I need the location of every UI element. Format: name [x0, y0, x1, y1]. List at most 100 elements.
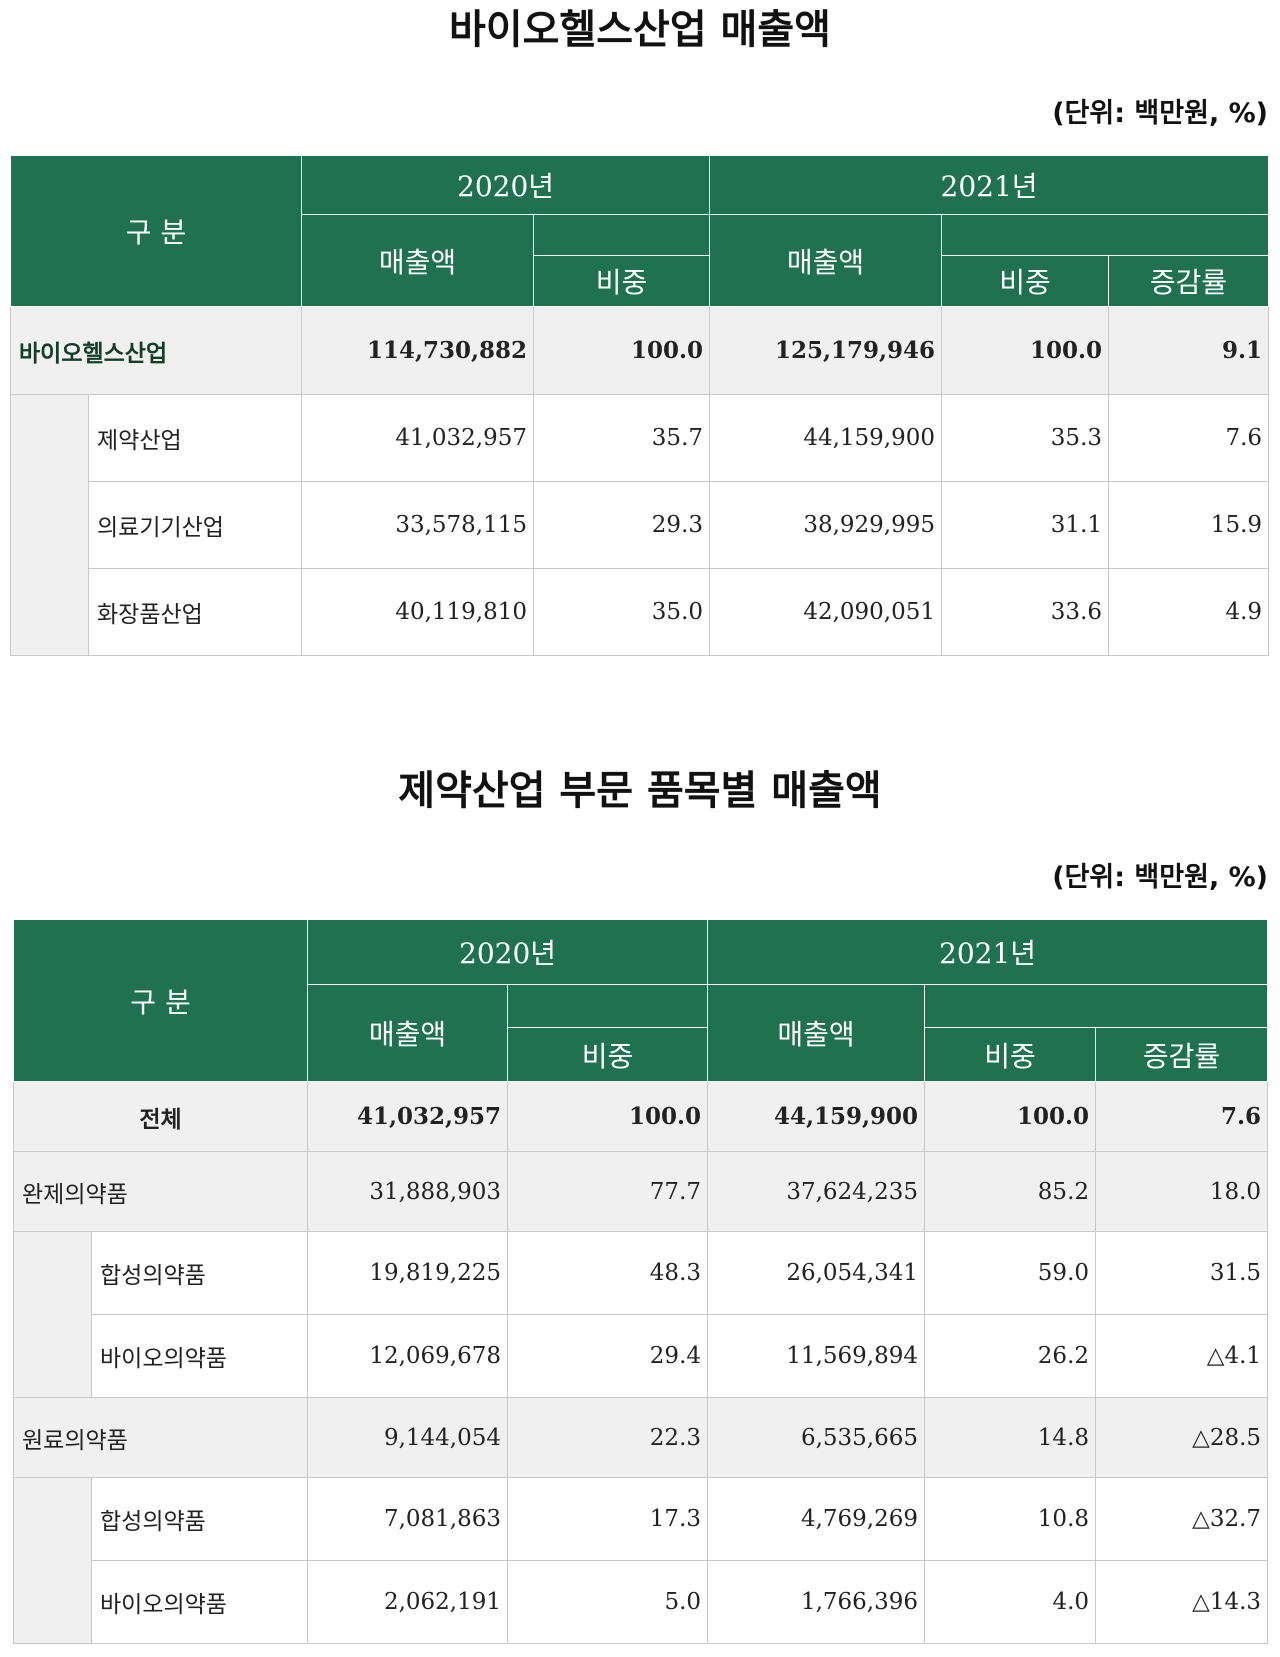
header-blank	[924, 984, 1269, 1028]
cell-value: 100.0	[924, 1081, 1097, 1152]
cell-value: 29.4	[507, 1314, 709, 1398]
row-label: 완제의약품	[12, 1151, 309, 1232]
cell-value: 4.9	[1108, 568, 1270, 656]
header-cell: 2020년	[301, 155, 711, 215]
cell-value: 41,032,957	[301, 394, 535, 482]
cell-value: 4,769,269	[707, 1477, 926, 1561]
row-label: 원료의약품	[12, 1397, 309, 1478]
row-label: 합성의약품	[90, 1231, 309, 1315]
cell-value: △32.7	[1095, 1477, 1269, 1561]
cell-value: 59.0	[924, 1231, 1097, 1315]
cell-value: 41,032,957	[307, 1081, 509, 1152]
cell-value: 44,159,900	[709, 394, 943, 482]
header-cell: 매출액	[707, 984, 926, 1082]
cell-value: 12,069,678	[307, 1314, 509, 1398]
row-label: 바이오의약품	[90, 1314, 309, 1398]
cell-value: 77.7	[507, 1151, 709, 1232]
row-label: 바이오헬스산업	[9, 306, 303, 395]
cell-value: 6,535,665	[707, 1397, 926, 1478]
cell-value: 38,929,995	[709, 481, 943, 569]
cell-value: △14.3	[1095, 1560, 1269, 1644]
row-label: 바이오의약품	[90, 1560, 309, 1644]
cell-value: 15.9	[1108, 481, 1270, 569]
table-row: 합성의약품 7,081,863 17.3 4,769,269 10.8 △32.7	[13, 1477, 1269, 1644]
header-row: 비중 비중 증감률	[11, 255, 1270, 307]
header-cell: 증감률	[1095, 1027, 1269, 1082]
cell-value: 26.2	[924, 1314, 1097, 1398]
header-cell: 매출액	[307, 984, 509, 1082]
cell-value: 31,888,903	[307, 1151, 509, 1232]
indent-cell	[10, 394, 89, 656]
cell-value: 18.0	[1095, 1151, 1269, 1232]
row-label: 제약산업	[87, 394, 303, 482]
cell-value: 26,054,341	[707, 1231, 926, 1315]
cell-value: 19,819,225	[307, 1231, 509, 1315]
cell-value: 9.1	[1108, 306, 1270, 395]
header-blank	[533, 214, 711, 256]
cell-value: 1,766,396	[707, 1560, 926, 1644]
cell-value: 31.1	[941, 481, 1110, 569]
cell-value: 10.8	[924, 1477, 1097, 1561]
table-row: 의료기기산업 33,578,115 29.3 38,929,995 31.1 15.9	[11, 481, 1270, 569]
table-row: 화장품산업 40,119,810 35.0 42,090,051 33.6 4.9	[11, 568, 1270, 656]
header-cell: 2021년	[709, 155, 1270, 215]
data-table: 구 분 2020년 2021년 매출액 매출액 비중 비중 증감률 전체 41,032,957 10…	[12, 919, 1269, 1644]
indent-cell	[13, 1231, 92, 1398]
header-cell: 비중	[924, 1027, 1097, 1082]
header-cell: 2020년	[307, 919, 709, 985]
cell-value: 9,144,054	[307, 1397, 509, 1478]
row-label: 합성의약품	[90, 1477, 309, 1561]
cell-value: 35.3	[941, 394, 1110, 482]
cell-value: 37,624,235	[707, 1151, 926, 1232]
table-row: 바이오의약품 2,062,191 5.0 1,766,396 4.0 △14.3	[14, 1560, 1269, 1644]
table-row: 완제의약품 31,888,903 77.7 37,624,235 85.2 18.0	[12, 1151, 1269, 1232]
header-cell: 비중	[507, 1027, 709, 1082]
cell-value: 125,179,946	[709, 306, 943, 395]
table-row: 제약산업 41,032,957 35.7 44,159,900 35.3 7.6	[10, 394, 1270, 656]
header-row: 매출액 매출액	[14, 984, 1269, 1082]
table-row: 전체 41,032,957 100.0 44,159,900 100.0 7.6	[12, 1081, 1269, 1152]
cell-value: 2,062,191	[307, 1560, 509, 1644]
cell-value: 17.3	[507, 1477, 709, 1561]
table-row: 합성의약품 19,819,225 48.3 26,054,341 59.0 31.5	[13, 1231, 1269, 1398]
table-title: 바이오헬스산업 매출액	[449, 7, 831, 53]
cell-value: 14.8	[924, 1397, 1097, 1478]
cell-value: 100.0	[941, 306, 1110, 395]
cell-value: 100.0	[533, 306, 711, 395]
cell-value: 22.3	[507, 1397, 709, 1478]
cell-value: 48.3	[507, 1231, 709, 1315]
cell-value: 33,578,115	[301, 481, 535, 569]
header-cell: 2021년	[707, 919, 1269, 985]
header-blank	[507, 984, 709, 1028]
header-row: 구 분 2020년 2021년	[9, 155, 1270, 307]
header-cell: 매출액	[709, 214, 943, 307]
table-row: 바이오의약품 12,069,678 29.4 11,569,894 26.2 △4.1	[14, 1314, 1269, 1398]
cell-value: 7.6	[1108, 394, 1270, 482]
cell-value: 35.7	[533, 394, 711, 482]
row-label: 의료기기산업	[87, 481, 303, 569]
cell-value: 11,569,894	[707, 1314, 926, 1398]
unit-label: (단위: 백만원, %)	[1052, 98, 1268, 129]
unit-label: (단위: 백만원, %)	[1052, 862, 1268, 893]
header-cell: 구 분	[12, 919, 309, 1082]
header-row: 비중 비중 증감률	[14, 1027, 1269, 1082]
cell-value: 31.5	[1095, 1231, 1269, 1315]
table-row: 원료의약품 9,144,054 22.3 6,535,665 14.8 △28.5	[12, 1397, 1269, 1478]
cell-value: 114,730,882	[301, 306, 535, 395]
header-cell: 증감률	[1108, 255, 1270, 307]
data-table: 구 분 2020년 2021년 매출액 매출액 비중 비중 증감률 바이오헬스산업 114,730…	[9, 155, 1270, 656]
header-cell: 구 분	[9, 155, 303, 307]
cell-value: △28.5	[1095, 1397, 1269, 1478]
header-blank	[941, 214, 1270, 256]
header-cell: 매출액	[301, 214, 535, 307]
table-title: 제약산업 부문 품목별 매출액	[398, 768, 882, 814]
indent-cell	[13, 1477, 92, 1644]
cell-value: 7.6	[1095, 1081, 1269, 1152]
cell-value: △4.1	[1095, 1314, 1269, 1398]
row-label: 전체	[12, 1081, 309, 1152]
cell-value: 40,119,810	[301, 568, 535, 656]
table-row: 바이오헬스산업 114,730,882 100.0 125,179,946 100.0 9…	[9, 306, 1270, 395]
header-cell: 비중	[533, 255, 711, 307]
header-cell: 비중	[941, 255, 1110, 307]
